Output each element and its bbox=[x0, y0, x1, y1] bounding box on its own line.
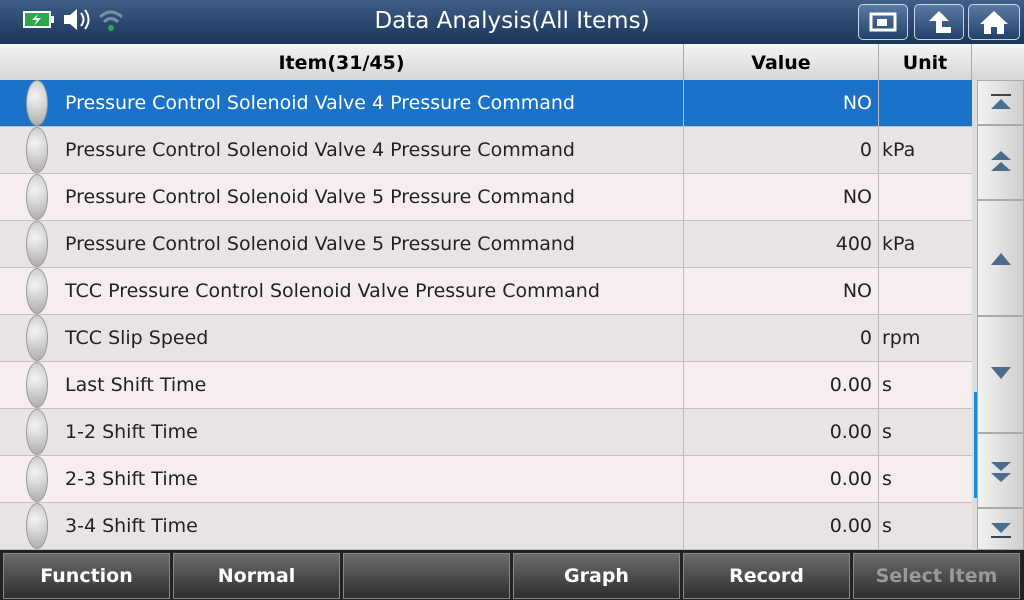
item-value: 0.00 bbox=[684, 409, 879, 455]
item-name: TCC Pressure Control Solenoid Valve Pres… bbox=[0, 268, 684, 314]
radio-button[interactable] bbox=[26, 174, 48, 220]
scroll-top[interactable] bbox=[977, 80, 1024, 125]
toolbar-button[interactable]: Function bbox=[3, 553, 170, 599]
item-value: 0.00 bbox=[684, 362, 879, 408]
home-button[interactable] bbox=[968, 4, 1020, 40]
column-header: Item(31/45) bbox=[0, 44, 684, 80]
radio-button[interactable] bbox=[26, 362, 48, 408]
page-up[interactable] bbox=[977, 125, 1024, 200]
table-row[interactable]: Pressure Control Solenoid Valve 5 Pressu… bbox=[0, 174, 972, 221]
item-unit: s bbox=[882, 374, 892, 396]
scroll-thumb bbox=[974, 392, 977, 498]
table-row[interactable]: 3-4 Shift Time 0.00 s bbox=[0, 503, 972, 550]
radio-button[interactable] bbox=[26, 221, 48, 267]
toolbar: Function Normal Graph Record Select Item bbox=[0, 550, 1024, 600]
item-name: Pressure Control Solenoid Valve 5 Pressu… bbox=[0, 174, 684, 220]
item-name: 2-3 Shift Time bbox=[0, 456, 684, 502]
column-header: Value bbox=[684, 44, 879, 80]
item-name: 1-2 Shift Time bbox=[0, 409, 684, 455]
radio-button[interactable] bbox=[26, 268, 48, 314]
toolbar-button[interactable]: Normal bbox=[173, 553, 340, 599]
radio-button[interactable] bbox=[26, 127, 48, 173]
line-down[interactable] bbox=[977, 316, 1024, 433]
item-unit bbox=[882, 80, 970, 126]
item-value: 0 bbox=[684, 315, 879, 361]
table-row[interactable]: Last Shift Time 0.00 s bbox=[0, 362, 972, 409]
empty-button[interactable] bbox=[343, 553, 510, 599]
item-value: NO bbox=[684, 174, 879, 220]
item-unit bbox=[882, 268, 970, 314]
title-bar: Data Analysis(All Items) bbox=[0, 0, 1024, 44]
line-up[interactable] bbox=[977, 200, 1024, 316]
item-value: NO bbox=[684, 268, 879, 314]
toolbar-button[interactable]: Select Item bbox=[853, 553, 1020, 599]
table-row[interactable]: 2-3 Shift Time 0.00 s bbox=[0, 456, 972, 503]
scrollbar bbox=[972, 80, 1024, 550]
item-unit: s bbox=[882, 515, 892, 537]
table-row[interactable]: 1-2 Shift Time 0.00 s bbox=[0, 409, 972, 456]
item-name: Last Shift Time bbox=[0, 362, 684, 408]
item-name: Pressure Control Solenoid Valve 4 Pressu… bbox=[0, 127, 684, 173]
item-unit bbox=[882, 174, 970, 220]
item-unit: s bbox=[882, 468, 892, 490]
title: Data Analysis(All Items) bbox=[374, 8, 650, 34]
item-value: 0 bbox=[684, 127, 879, 173]
table-row[interactable]: Pressure Control Solenoid Valve 5 Pressu… bbox=[0, 221, 972, 268]
scroll-bottom[interactable] bbox=[977, 508, 1024, 550]
page-down[interactable] bbox=[977, 433, 1024, 508]
radio-button[interactable] bbox=[26, 456, 48, 502]
table-row[interactable]: TCC Slip Speed 0 rpm bbox=[0, 315, 972, 362]
radio-button[interactable] bbox=[26, 80, 48, 126]
table-row[interactable]: TCC Pressure Control Solenoid Valve Pres… bbox=[0, 268, 972, 315]
item-name: Pressure Control Solenoid Valve 5 Pressu… bbox=[0, 221, 684, 267]
table-row[interactable]: Pressure Control Solenoid Valve 4 Pressu… bbox=[0, 127, 972, 174]
item-name: Pressure Control Solenoid Valve 4 Pressu… bbox=[0, 80, 684, 126]
radio-button[interactable] bbox=[26, 315, 48, 361]
item-value: NO bbox=[684, 80, 879, 126]
item-name: 3-4 Shift Time bbox=[0, 503, 684, 549]
item-value: 0.00 bbox=[684, 503, 879, 549]
item-unit: rpm bbox=[882, 327, 921, 349]
radio-button[interactable] bbox=[26, 409, 48, 455]
back-button[interactable] bbox=[914, 4, 964, 40]
column-header: Unit bbox=[879, 44, 972, 80]
toolbar-button[interactable]: Record bbox=[683, 553, 850, 599]
table-row[interactable]: Pressure Control Solenoid Valve 4 Pressu… bbox=[0, 80, 972, 127]
item-unit: kPa bbox=[882, 233, 916, 255]
item-unit: kPa bbox=[882, 139, 916, 161]
table-header: Item(31/45) Value Unit bbox=[0, 44, 1024, 81]
radio-button[interactable] bbox=[26, 503, 48, 549]
item-name: TCC Slip Speed bbox=[0, 315, 684, 361]
item-value: 0.00 bbox=[684, 456, 879, 502]
item-unit: s bbox=[882, 421, 892, 443]
print-button[interactable] bbox=[858, 4, 908, 40]
toolbar-button[interactable]: Graph bbox=[513, 553, 680, 599]
status-icons bbox=[23, 9, 124, 31]
item-value: 400 bbox=[684, 221, 879, 267]
